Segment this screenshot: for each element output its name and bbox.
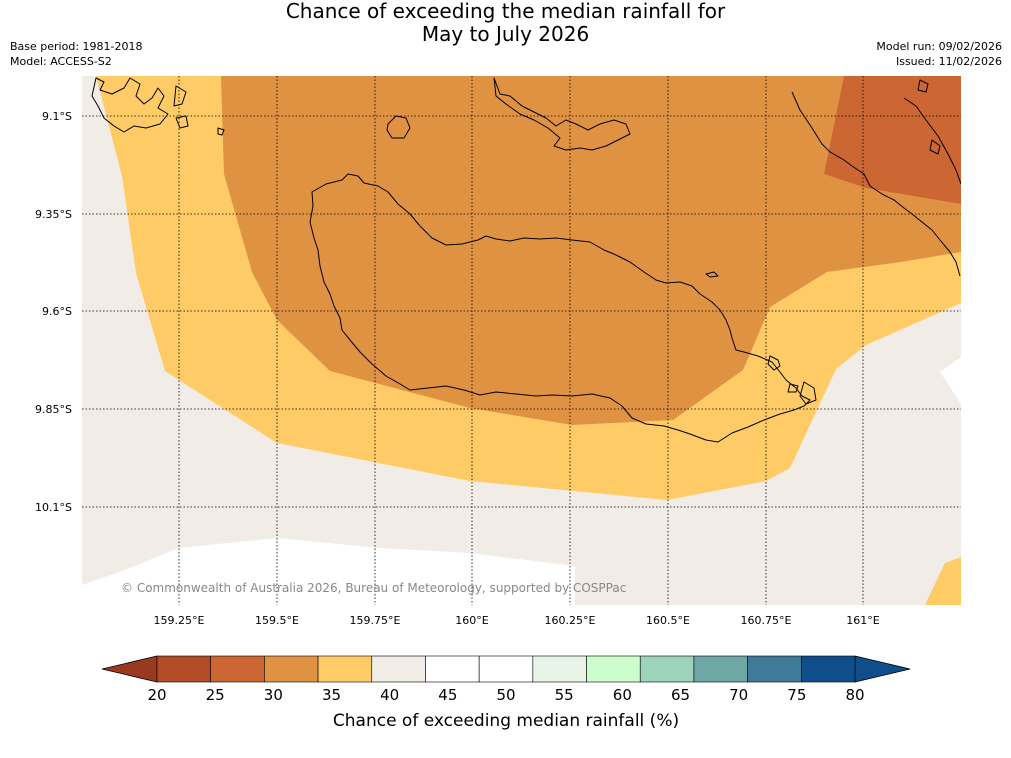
lon-label: 159.5°E — [255, 614, 299, 627]
northwest-islands-2 — [173, 85, 187, 107]
guadalcanal-coastline — [309, 173, 811, 443]
coastlines — [91, 77, 961, 443]
colorbar-tick-label: 60 — [613, 686, 632, 704]
lat-label: 9.35°S — [35, 208, 72, 221]
northwest-islands-4 — [217, 127, 225, 136]
northeast-coast — [791, 91, 961, 277]
colorbar-tick-label: 45 — [438, 686, 457, 704]
colorbar-swatch — [801, 655, 856, 683]
gridlines — [82, 76, 961, 605]
lat-label: 10.1°S — [35, 501, 72, 514]
band-45-55-south — [82, 538, 575, 605]
colorbar-swatch — [371, 655, 426, 683]
lon-label: 160°E — [455, 614, 488, 627]
colorbar-tick-label: 55 — [555, 686, 574, 704]
lon-label: 160.75°E — [741, 614, 792, 627]
model-run-text: Model run: 09/02/2026 — [876, 40, 1002, 53]
base-period-text: Base period: 1981-2018 — [10, 40, 143, 53]
copyright-credit: © Commonwealth of Australia 2026, Bureau… — [121, 581, 626, 595]
colorbar-tick-label: 30 — [264, 686, 283, 704]
lon-label: 161°E — [846, 614, 879, 627]
lat-label: 9.6°S — [42, 305, 72, 318]
colorbar: 20 25 30 35 40 45 50 55 60 65 70 75 80 Chance of exc… — [101, 655, 911, 731]
colorbar-ticks: 20 25 30 35 40 45 50 55 60 65 70 75 80 — [147, 686, 864, 704]
map-area[interactable]: © Commonwealth of Australia 2026, Bureau… — [82, 76, 961, 605]
colorbar-tick-label: 50 — [496, 686, 515, 704]
colorbar-tick-label: 35 — [322, 686, 341, 704]
colorbar-tick-label: 65 — [671, 686, 690, 704]
northwest-islands-3 — [175, 115, 189, 129]
colorbar-tick-label: 75 — [787, 686, 806, 704]
title-line-1: Chance of exceeding the median rainfall … — [285, 0, 726, 23]
colorbar-swatch — [532, 655, 587, 683]
colorbar-swatch — [693, 655, 748, 683]
meta-left: Base period: 1981-2018 Model: ACCESS-S2 — [10, 39, 142, 69]
issued-text: Issued: 11/02/2026 — [895, 55, 1002, 68]
colorbar-swatch — [210, 655, 265, 683]
latitude-labels: 9.1°S 9.35°S 9.6°S 9.85°S 10.1°S — [35, 110, 72, 514]
colorbar-over-extend — [854, 655, 911, 683]
colorbar-tick-label: 25 — [206, 686, 225, 704]
colorbar-swatch — [156, 655, 211, 683]
band-45-55-east — [940, 357, 961, 404]
colorbar-swatch — [317, 655, 373, 683]
colorbar-swatch — [586, 655, 641, 683]
longitude-labels: 159.25°E 159.5°E 159.75°E 160°E 160.25°E… — [154, 614, 880, 627]
colorbar-label: Chance of exceeding median rainfall (%) — [333, 711, 679, 731]
lon-label: 160.5°E — [646, 614, 690, 627]
lat-label: 9.1°S — [42, 110, 72, 123]
colorbar-swatch — [264, 655, 319, 683]
meta-right: Model run: 09/02/2026 Issued: 11/02/2026 — [876, 39, 1002, 69]
colorbar-swatch — [639, 655, 695, 683]
colorbar-swatch — [425, 655, 480, 683]
title-line-2: May to July 2026 — [421, 22, 590, 46]
colorbar-tick-label: 40 — [380, 686, 399, 704]
northeast-islands — [903, 97, 961, 185]
colorbar-swatches — [156, 655, 856, 683]
small-island-2 — [705, 271, 719, 278]
model-text: Model: ACCESS-S2 — [10, 55, 112, 68]
northwest-islands-1 — [91, 77, 169, 133]
band-30-35 — [221, 76, 961, 425]
band-35-40-southeast — [925, 557, 961, 605]
colorbar-swatch — [747, 655, 802, 683]
lon-label: 160.25°E — [545, 614, 596, 627]
band-25-30 — [824, 76, 961, 204]
chart-title: Chance of exceeding the median rainfall … — [0, 0, 1011, 46]
colorbar-tick-label: 70 — [729, 686, 748, 704]
colorbar-tick-label: 80 — [845, 686, 864, 704]
north-islands — [493, 77, 631, 151]
lat-label: 9.85°S — [35, 403, 72, 416]
colorbar-under-extend — [101, 655, 158, 683]
small-island-1 — [386, 115, 411, 139]
east-islets — [767, 79, 941, 405]
colorbar-swatch — [478, 655, 534, 683]
colorbar-tick-label: 20 — [147, 686, 166, 704]
lon-label: 159.75°E — [350, 614, 401, 627]
lon-label: 159.25°E — [154, 614, 205, 627]
